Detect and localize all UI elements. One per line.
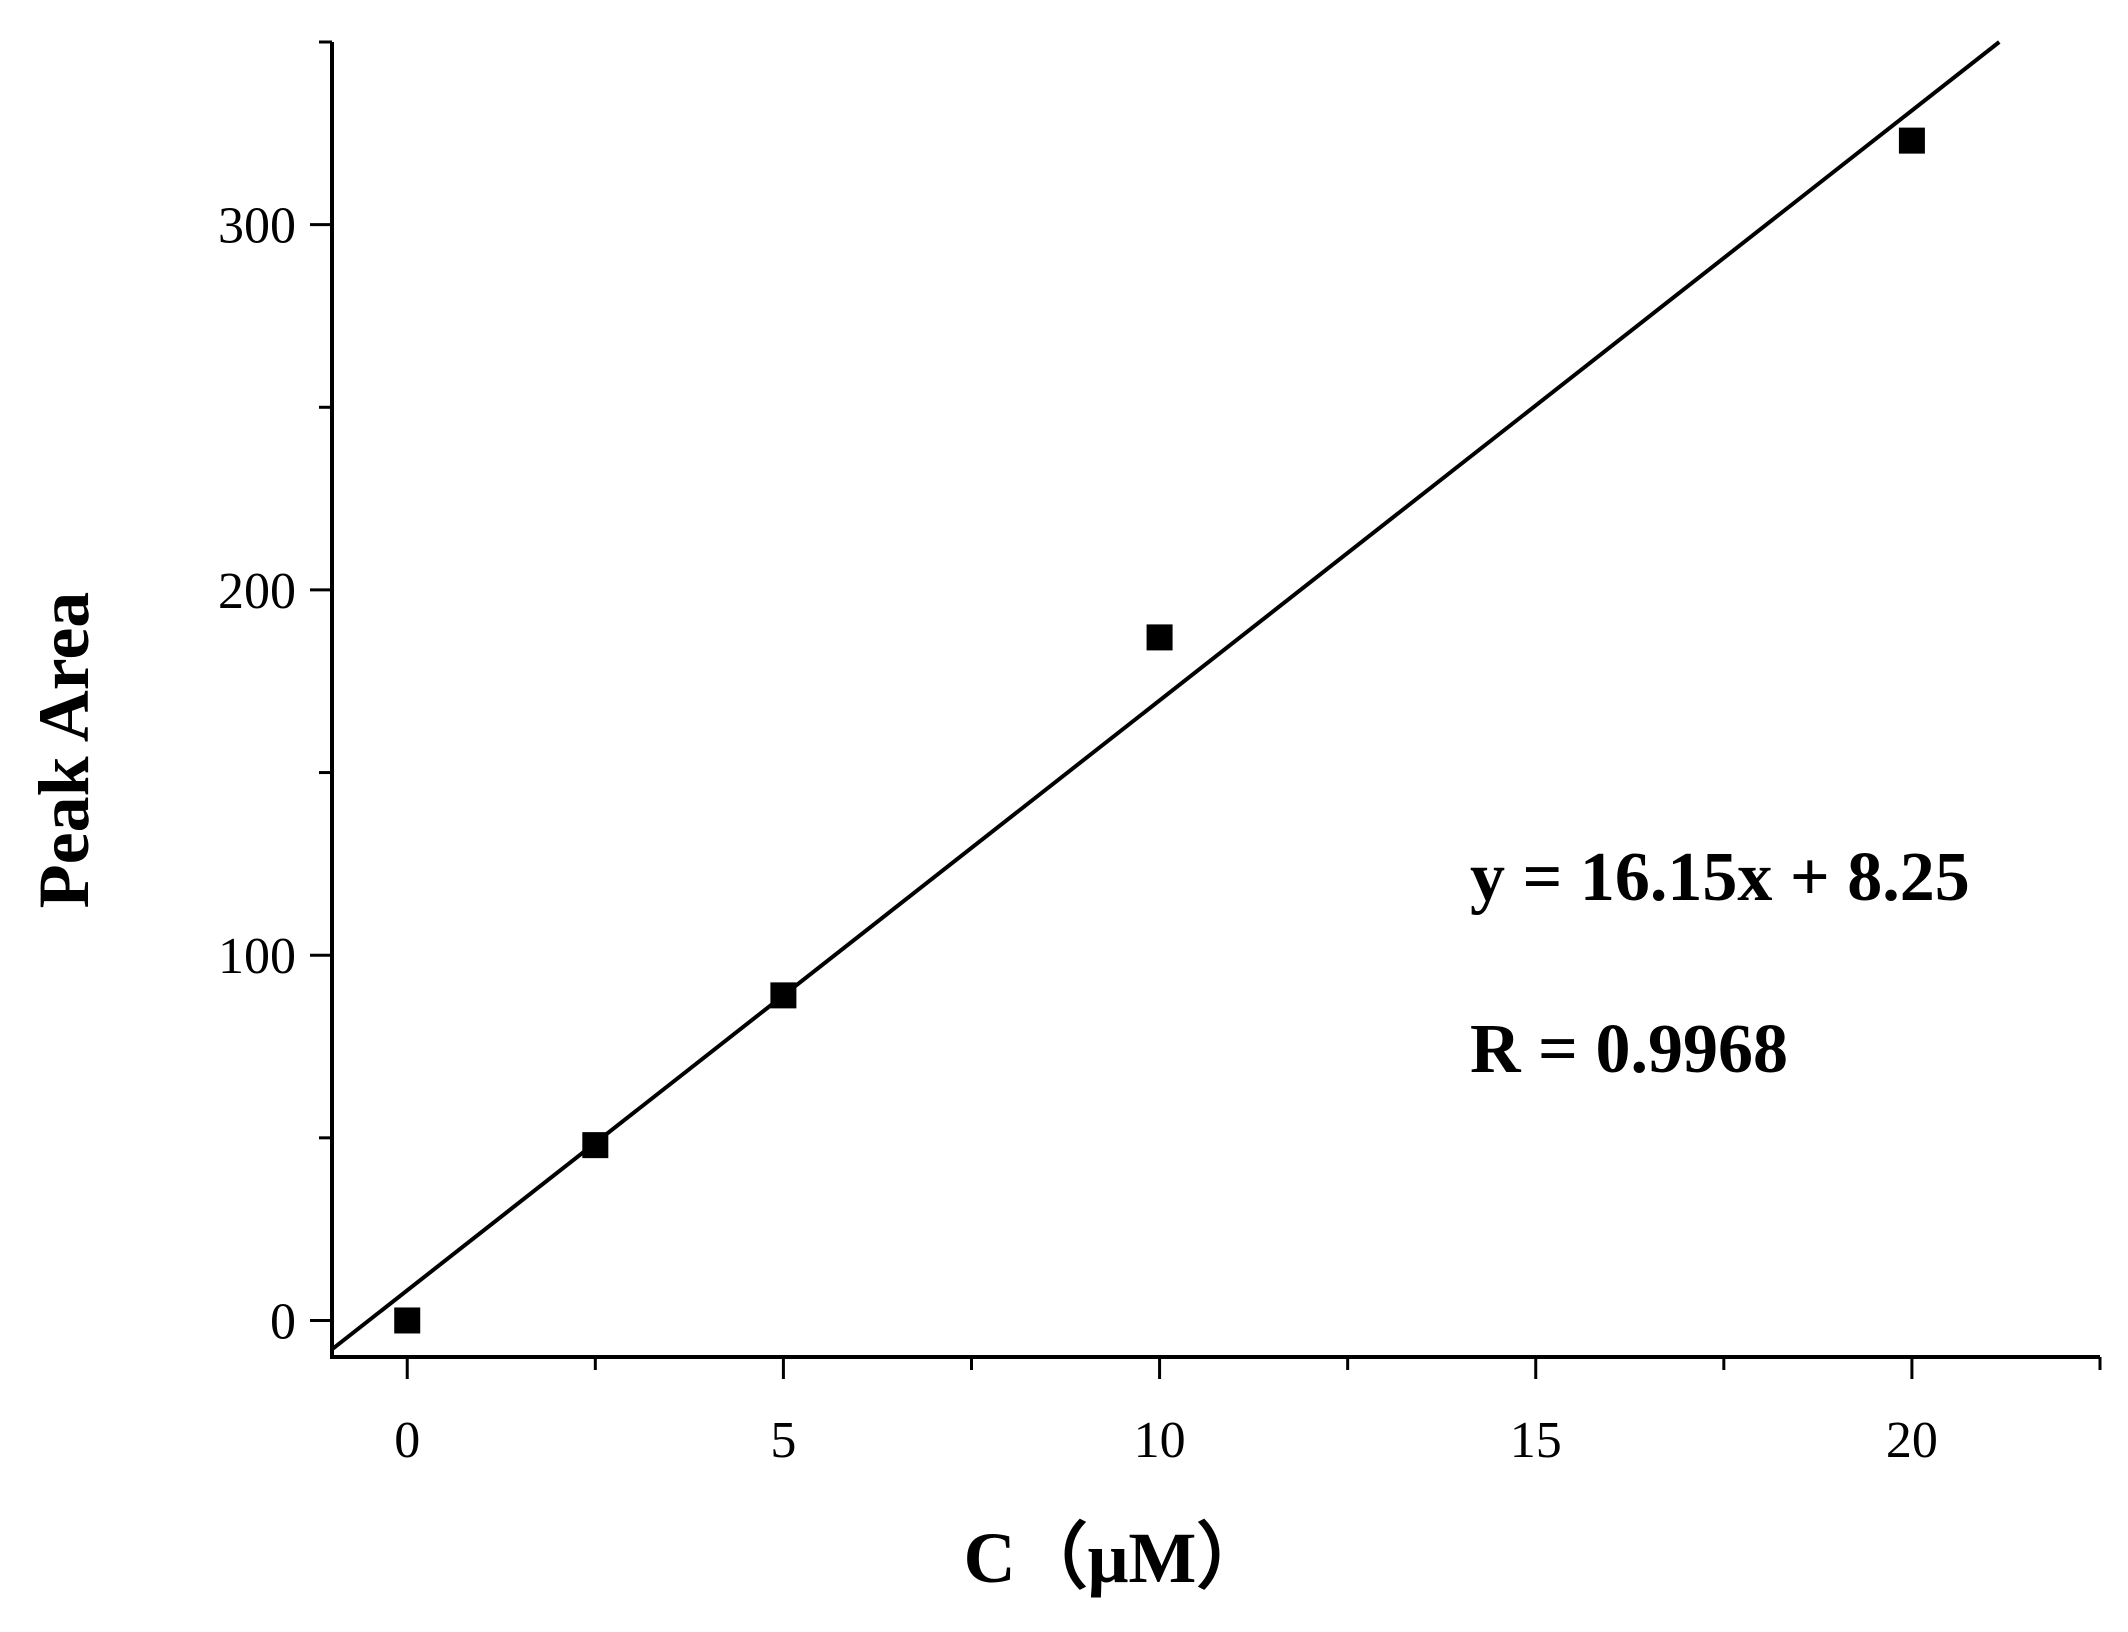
correlation-coefficient: R = 0.9968 <box>1470 1011 1788 1088</box>
fit-line <box>330 40 2001 1351</box>
data-points <box>394 127 1925 1334</box>
y-tick-label: 300 <box>218 198 296 255</box>
y-tick-label: 0 <box>270 1293 296 1350</box>
x-tick-label: 15 <box>1510 1412 1562 1469</box>
y-axis-title: Peak Area <box>24 592 104 909</box>
data-point <box>394 1307 421 1334</box>
data-point <box>770 982 797 1009</box>
fit-line-group <box>330 40 2001 1351</box>
data-point <box>1898 127 1925 154</box>
x-tick-label: 10 <box>1134 1412 1186 1469</box>
fit-equation: y = 16.15x + 8.25 <box>1470 839 1970 916</box>
x-tick-label: 0 <box>394 1412 420 1469</box>
y-tick-label: 200 <box>218 563 296 620</box>
data-point <box>1146 624 1173 651</box>
data-point <box>582 1132 609 1159</box>
x-axis-title: C（μM） <box>964 1518 1269 1598</box>
y-tick-label: 100 <box>218 928 296 985</box>
x-tick-label: 20 <box>1886 1412 1938 1469</box>
x-tick-label: 5 <box>770 1412 796 1469</box>
